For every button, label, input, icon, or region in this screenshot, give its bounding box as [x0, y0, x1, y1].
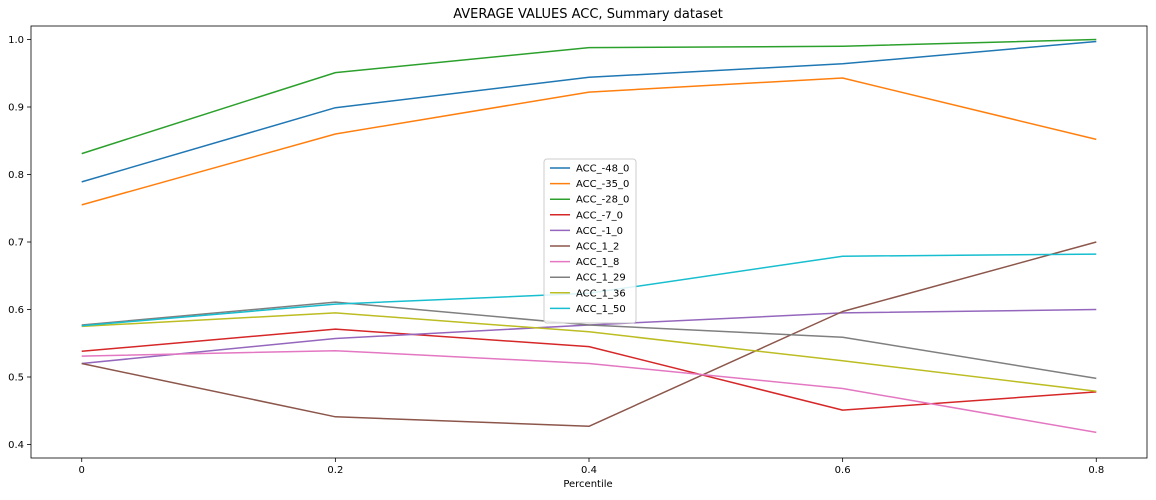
- series-line-ACC_-35_0: [81, 77, 1097, 206]
- legend-label: ACC_-35_0: [576, 179, 629, 190]
- chart-title: AVERAGE VALUES ACC, Summary dataset: [453, 7, 723, 22]
- x-axis-label: Percentile: [563, 479, 612, 490]
- legend-box: [543, 158, 637, 324]
- legend-label: ACC_-48_0: [576, 164, 629, 175]
- legend-label: ACC_1_36: [576, 288, 626, 299]
- legend-label: ACC_1_8: [576, 257, 619, 268]
- x-tick-label: 0.4: [581, 465, 597, 476]
- series-line-ACC_-48_0: [81, 40, 1097, 183]
- y-tick-label: 0.5: [8, 373, 24, 384]
- x-tick-label: 0: [79, 465, 85, 476]
- y-tick-label: 0.9: [8, 103, 24, 114]
- y-tick-label: 0.6: [8, 305, 24, 316]
- y-tick-label: 0.8: [8, 170, 24, 181]
- legend-label: ACC_1_2: [576, 242, 619, 253]
- y-tick-label: 1.0: [8, 35, 24, 46]
- legend-label: ACC_-28_0: [576, 195, 629, 206]
- legend-label: ACC_1_29: [576, 273, 626, 284]
- series-lines: [81, 38, 1097, 434]
- y-tick-label: 0.4: [8, 440, 24, 451]
- legend-label: ACC_-1_0: [576, 226, 623, 237]
- series-line-ACC_-28_0: [81, 38, 1097, 155]
- series-line-ACC_1_29: [81, 301, 1097, 380]
- legend-label: ACC_1_50: [576, 304, 626, 315]
- legend-label: ACC_-7_0: [576, 210, 623, 221]
- series-line-ACC_1_36: [81, 312, 1097, 392]
- series-line-ACC_1_2: [81, 241, 1097, 428]
- series-line-ACC_-7_0: [81, 328, 1097, 411]
- legend: ACC_-48_0 ACC_-35_0 ACC_-28_0 ACC_-7_0 ACC_-…: [543, 158, 637, 324]
- x-tick-label: 0.8: [1088, 465, 1104, 476]
- x-tick-label: 0.2: [327, 465, 343, 476]
- y-tick-label: 0.7: [8, 238, 24, 249]
- axes: 0.4 0.5 0.6 0.7 0.8 0.9 1.0 0 0.2 0.4 0.6 0.8: [8, 25, 1148, 476]
- series-line-ACC_1_8: [81, 349, 1097, 434]
- x-tick-label: 0.6: [835, 465, 851, 476]
